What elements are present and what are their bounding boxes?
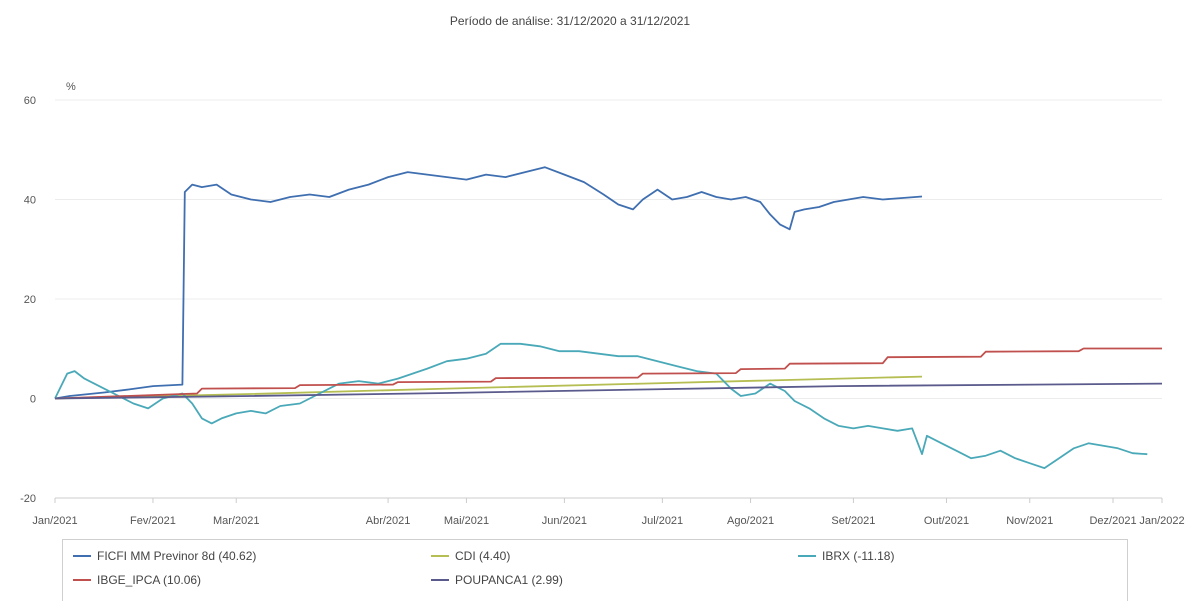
y-tick-label: 60	[24, 95, 36, 107]
legend-item-cdi[interactable]: CDI (4.40)	[431, 549, 510, 563]
series-line-0	[54, 166, 923, 400]
chart-legend: FICFI MM Previnor 8d (40.62) CDI (4.40) …	[62, 539, 1128, 601]
chart-title: Período de análise: 31/12/2020 a 31/12/2…	[449, 14, 691, 28]
x-tick-label: Dez/2021	[1089, 515, 1136, 527]
x-tick-label: Jul/2021	[642, 515, 684, 527]
legend-swatch	[798, 555, 816, 557]
legend-swatch	[431, 555, 449, 557]
series-line-3	[54, 347, 1162, 400]
line-chart: % -20 0 20 40 60 Jan/2021 Fev/2021 Mar/2021 Abr/2…	[20, 81, 1185, 527]
x-tick-label: Jan/2022	[1139, 515, 1184, 527]
legend-item-ipca[interactable]: IBGE_IPCA (10.06)	[73, 573, 201, 587]
legend-item-ficfi[interactable]: FICFI MM Previnor 8d (40.62)	[73, 549, 256, 563]
legend-label: IBGE_IPCA (10.06)	[97, 573, 202, 587]
legend-label: FICFI MM Previnor 8d (40.62)	[97, 549, 257, 563]
x-tick-label: Fev/2021	[130, 515, 176, 527]
x-tick-label: Mai/2021	[444, 515, 489, 527]
x-tick-label: Jan/2021	[32, 515, 77, 527]
legend-item-poupanca[interactable]: POUPANCA1 (2.99)	[431, 573, 563, 587]
y-tick-label: 0	[30, 394, 36, 406]
legend-swatch	[73, 579, 91, 581]
x-tick-label: Nov/2021	[1006, 515, 1053, 527]
x-tick-label: Abr/2021	[366, 515, 411, 527]
legend-item-ibrx[interactable]: IBRX (-11.18)	[798, 549, 894, 563]
legend-swatch	[431, 579, 449, 581]
y-unit-label: %	[66, 81, 76, 93]
legend-label: IBRX (-11.18)	[822, 549, 895, 563]
x-tick-label: Jun/2021	[542, 515, 587, 527]
series-line-4	[54, 382, 1163, 400]
y-tick-label: 40	[24, 195, 36, 207]
x-tick-label: Set/2021	[831, 515, 875, 527]
legend-label: POUPANCA1 (2.99)	[455, 573, 563, 587]
y-tick-label: 20	[24, 294, 36, 306]
x-tick-label: Mar/2021	[213, 515, 259, 527]
legend-label: CDI (4.40)	[455, 549, 511, 563]
y-tick-label: -20	[20, 493, 36, 505]
x-tick-label: Ago/2021	[727, 515, 774, 527]
series-line-2	[54, 342, 1148, 469]
legend-swatch	[73, 555, 91, 557]
x-tick-label: Out/2021	[924, 515, 969, 527]
